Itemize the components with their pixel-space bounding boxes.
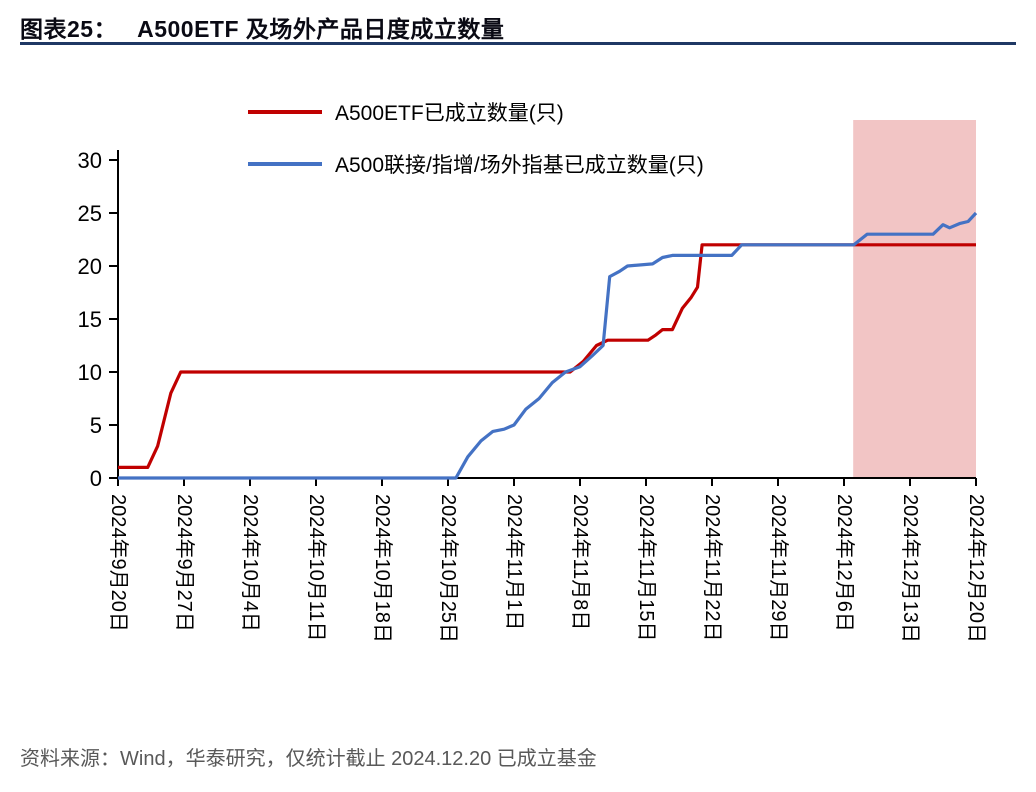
x-tick-label: 2024年12月13日 xyxy=(899,494,922,643)
x-tick-label: 2024年9月27日 xyxy=(173,494,196,632)
y-tick-label: 10 xyxy=(78,360,102,385)
x-tick-label: 2024年10月18日 xyxy=(371,494,394,643)
blue-line-swatch xyxy=(248,162,322,166)
x-tick-label: 2024年11月22日 xyxy=(701,494,724,642)
y-tick-label: 5 xyxy=(90,413,102,438)
figure-label: 图表25： xyxy=(20,16,118,42)
legend-item-otc: A500联接/指增/场外指基已成立数量(只) xyxy=(248,148,704,180)
page-title: 图表25： A500ETF 及场外产品日度成立数量 xyxy=(20,10,1016,44)
x-tick-label: 2024年11月8日 xyxy=(569,494,592,630)
source-note: 资料来源：Wind，华泰研究，仅统计截止 2024.12.20 已成立基金 xyxy=(20,748,597,770)
x-tick-label: 2024年10月25日 xyxy=(437,494,460,643)
legend-item-etf: A500ETF已成立数量(只) xyxy=(248,96,704,128)
x-tick-label: 2024年10月11日 xyxy=(305,494,328,642)
y-tick-label: 25 xyxy=(78,201,102,226)
figure-title: A500ETF 及场外产品日度成立数量 xyxy=(137,16,505,42)
x-tick-label: 2024年11月15日 xyxy=(635,494,658,642)
y-tick-label: 20 xyxy=(78,254,102,279)
x-tick-label: 2024年12月20日 xyxy=(965,494,988,643)
y-tick-label: 30 xyxy=(78,148,102,173)
x-tick-label: 2024年11月1日 xyxy=(503,494,526,630)
line-chart: 0 5 10 15 20 25 30 2024年9月20日 2024年9月27日 2024年10月… xyxy=(78,120,988,643)
series-line-1 xyxy=(118,211,978,480)
chart-header: 图表25： A500ETF 及场外产品日度成立数量 xyxy=(20,10,1016,44)
legend: A500ETF已成立数量(只) A500联接/指增/场外指基已成立数量(只) xyxy=(248,96,704,180)
red-line-swatch xyxy=(248,110,322,114)
x-tick-label: 2024年11月29日 xyxy=(767,494,790,642)
title-rule xyxy=(20,42,1016,45)
y-tick-label: 15 xyxy=(78,307,102,332)
chart-area: 0 5 10 15 20 25 30 2024年9月20日 2024年9月27日 2024年10月… xyxy=(0,46,1036,736)
x-tick-label: 2024年9月20日 xyxy=(107,494,130,632)
x-tick-label: 2024年12月6日 xyxy=(833,494,856,632)
highlight-region xyxy=(853,120,976,478)
x-tick-label: 2024年10月4日 xyxy=(239,494,262,632)
legend-label-etf: A500ETF已成立数量(只) xyxy=(335,102,564,125)
legend-label-otc: A500联接/指增/场外指基已成立数量(只) xyxy=(335,154,704,177)
series-line-0 xyxy=(118,243,976,469)
y-tick-label: 0 xyxy=(90,466,102,491)
